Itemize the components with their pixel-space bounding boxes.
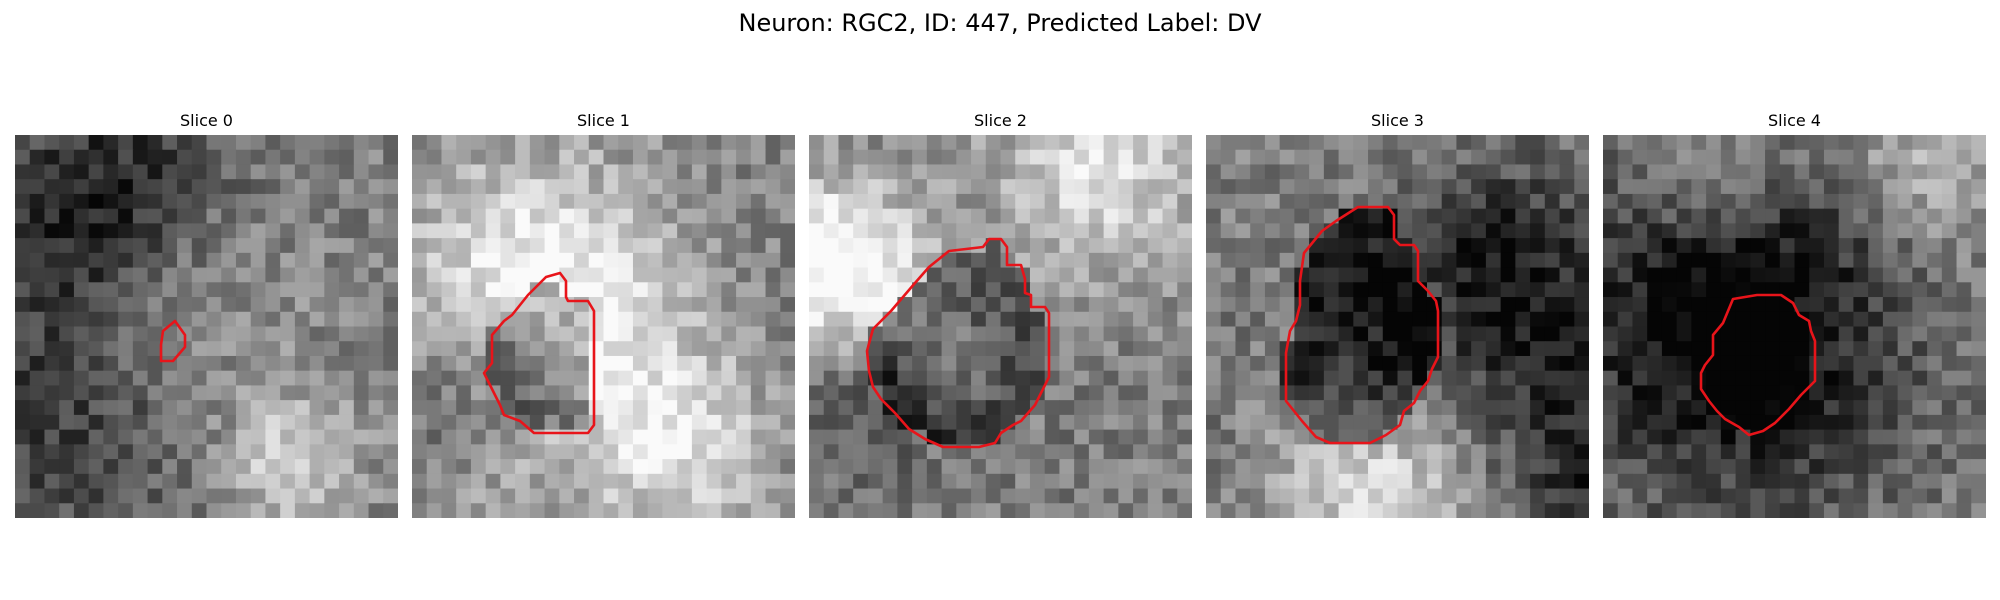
slice-image <box>15 135 398 518</box>
segmentation-outline <box>1699 293 1817 437</box>
slice-image <box>1206 135 1589 518</box>
segmentation-outline <box>482 271 596 435</box>
slice-image <box>412 135 795 518</box>
pixel-grid <box>809 135 1192 518</box>
segmentation-outline <box>159 319 187 363</box>
slice-image <box>1603 135 1986 518</box>
segmentation-outline <box>1284 205 1440 445</box>
panel-title: Slice 1 <box>577 111 630 130</box>
segmentation-outline <box>865 237 1051 449</box>
panel-title: Slice 2 <box>974 111 1027 130</box>
figure-title: Neuron: RGC2, ID: 447, Predicted Label: … <box>738 9 1262 37</box>
panel-title: Slice 3 <box>1371 111 1424 130</box>
panel-slice-1: Slice 1 <box>412 111 795 521</box>
panel-title: Slice 0 <box>180 111 233 130</box>
slice-image <box>809 135 1192 518</box>
pixel-grid <box>412 135 795 518</box>
panel-title: Slice 4 <box>1768 111 1821 130</box>
pixel-grid <box>1603 135 1986 518</box>
panel-slice-0: Slice 0 <box>15 111 398 521</box>
panel-slice-2: Slice 2 <box>809 111 1192 521</box>
panel-slice-4: Slice 4 <box>1603 111 1986 521</box>
pixel-grid <box>15 135 398 518</box>
pixel-grid <box>1206 135 1589 518</box>
panel-slice-3: Slice 3 <box>1206 111 1589 521</box>
